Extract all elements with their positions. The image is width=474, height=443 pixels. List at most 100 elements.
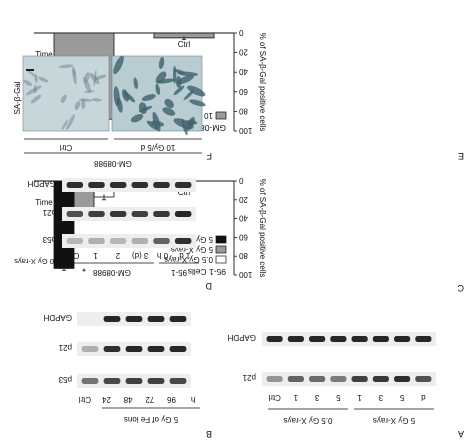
blot-b-band — [125, 346, 143, 352]
blot-a-lane-label: 1 — [357, 393, 362, 402]
blot-a-band — [309, 336, 326, 342]
micrograph-cell — [72, 66, 77, 77]
chart-e-legend-swatch — [215, 111, 227, 120]
blot-d-lane-label: 3 (d) — [132, 251, 149, 260]
blot-d-band — [66, 182, 84, 188]
micrograph-cell — [83, 77, 91, 93]
panel-letter-b: B — [206, 429, 212, 439]
micrograph-cell — [138, 105, 153, 113]
blot-d-band — [66, 211, 84, 217]
micrograph-cell — [173, 85, 185, 96]
blot-d-band — [109, 182, 127, 188]
blot-b-band — [147, 378, 165, 384]
blot-d-label-p53: p53 — [42, 235, 56, 244]
micrograph-cell — [25, 85, 42, 96]
chart-c-legend-swatch — [215, 235, 227, 244]
blot-b-label-p53: p53 — [58, 375, 72, 384]
blot-d-band — [174, 238, 192, 244]
chart-e-y-label: % of SA-β-Gal positive cells — [258, 33, 267, 132]
blot-a-band — [287, 376, 304, 382]
chart-e-x-tick-label: Ctrl — [178, 40, 191, 49]
chart-c-significance: * — [82, 262, 86, 273]
blot-a-bands — [262, 332, 436, 386]
blot-b-lane-label: 24 — [102, 395, 111, 404]
blot-a-lane-label: 5 — [336, 393, 341, 402]
blot-b-band — [81, 346, 99, 352]
blot-d-band — [109, 238, 127, 244]
micrograph-cell — [23, 79, 32, 86]
chart-c-y-tick-label: 80 — [238, 251, 247, 260]
blot-b-band — [147, 346, 165, 352]
blot-d-band — [153, 182, 170, 188]
micrograph-cell — [113, 86, 120, 107]
blot-a-lane-labels: d 5 3 1 5 3 1 Ctrl — [268, 393, 425, 402]
blot-b-lane-label: h — [191, 395, 195, 404]
micrograph-cell — [155, 83, 161, 96]
micrograph-cell — [74, 100, 81, 111]
micrograph-cell — [185, 120, 198, 125]
micrograph-cell — [38, 76, 49, 83]
blot-a-group-label-2: 0.5 Gy X-rays — [284, 416, 333, 425]
blot-d-band — [66, 238, 84, 244]
chart-c-y-tick-label: 100 — [238, 270, 252, 279]
micrograph-cell — [89, 72, 100, 85]
chart-c-y-tick-label: 20 — [238, 195, 247, 204]
micrograph-cell — [150, 120, 165, 127]
panel-letter-a: A — [458, 429, 464, 439]
blot-b-lane-label: 96 — [167, 395, 176, 404]
blot-b-lane-label: Ctrl — [78, 395, 91, 404]
chart-e-y-tick-label: 60 — [238, 87, 247, 96]
blot-d-band — [88, 238, 105, 244]
blot-a-band — [415, 336, 432, 342]
blot-d-band — [174, 182, 192, 188]
micrograph-cell — [113, 55, 124, 75]
blot-b-band — [125, 316, 143, 322]
chart-e-time-label: Time — [35, 50, 53, 59]
blot-d-band — [109, 211, 127, 217]
blot-a-band — [330, 336, 347, 342]
micrograph-cell — [173, 69, 185, 74]
blot-a-lane-label: d — [421, 393, 425, 402]
blot-a-band — [266, 336, 283, 342]
panel-letter-d: D — [205, 281, 212, 291]
blot-d-label-gapdh: GAPDH — [27, 179, 56, 188]
blot-d-lane-label: 2 — [115, 251, 120, 260]
panel-letter-e: E — [458, 151, 464, 161]
blot-a-lane-label: 3 — [314, 393, 319, 402]
blot-a-lane-label: 5 — [399, 393, 404, 402]
panel-letter-c: C — [457, 283, 464, 293]
panel-a: A GAPDH p21 d 5 3 1 5 3 1 Ctrl 5 Gy X-rays 0.5 … — [227, 332, 464, 439]
blot-d-band — [174, 211, 192, 217]
micrograph-cell — [61, 119, 68, 130]
blot-b-lane-label: 72 — [145, 395, 154, 404]
micrograph-cell — [60, 94, 67, 103]
blot-b-band — [169, 316, 187, 322]
micrograph-cell — [26, 69, 37, 78]
micrograph-cell — [189, 99, 206, 107]
blot-d-band — [131, 238, 149, 244]
chart-e-y-tick-label: 100 — [238, 126, 252, 135]
blot-d-strip-1 — [62, 207, 196, 221]
micrograph-cell — [66, 114, 76, 130]
chart-e-y-tick-label: 20 — [238, 48, 247, 57]
micrograph-group-treated: 10 Gy/5 d — [141, 143, 176, 152]
blot-a-band — [394, 336, 411, 342]
micrograph-cell — [146, 120, 159, 131]
blot-d-label-p21: p21 — [42, 208, 56, 217]
blot-b-bands — [77, 312, 191, 388]
micrograph-cellline: GM-08988 — [94, 159, 132, 168]
blot-d-lane-label: 1 — [93, 251, 98, 260]
micrograph-cell — [187, 85, 206, 97]
blot-a-band — [372, 336, 389, 342]
micrograph-cell — [155, 71, 167, 84]
chart-e-y-tick-label: 80 — [238, 106, 247, 115]
blot-d-bands — [62, 178, 196, 248]
chart-c-y-label: % of SA-β-Gal positive cells — [258, 179, 267, 278]
blot-b-band — [147, 316, 165, 322]
blot-d-band — [153, 238, 170, 244]
blot-d-lane-label: 0 h — [157, 251, 168, 260]
blot-b-lane-label: 48 — [123, 395, 132, 404]
